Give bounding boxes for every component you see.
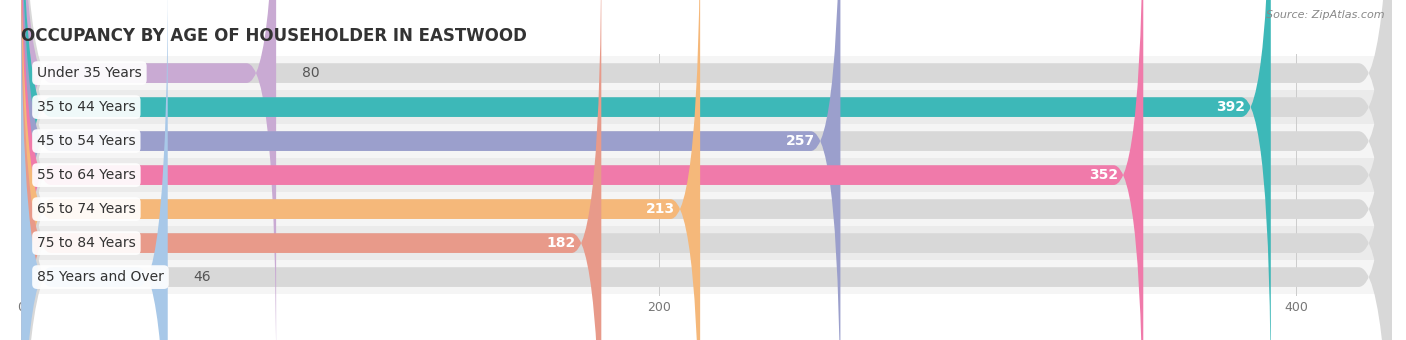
Bar — [21, 158, 1392, 192]
FancyBboxPatch shape — [21, 0, 1392, 340]
FancyBboxPatch shape — [21, 0, 1392, 340]
Text: 35 to 44 Years: 35 to 44 Years — [37, 100, 135, 114]
Bar — [21, 56, 1392, 90]
Text: 55 to 64 Years: 55 to 64 Years — [37, 168, 136, 182]
FancyBboxPatch shape — [21, 0, 700, 340]
FancyBboxPatch shape — [21, 0, 167, 340]
Text: 352: 352 — [1088, 168, 1118, 182]
FancyBboxPatch shape — [21, 0, 1392, 340]
Text: Source: ZipAtlas.com: Source: ZipAtlas.com — [1267, 10, 1385, 20]
Text: 80: 80 — [302, 66, 319, 80]
Bar — [21, 124, 1392, 158]
FancyBboxPatch shape — [21, 0, 1392, 340]
Bar — [21, 226, 1392, 260]
Bar — [21, 260, 1392, 294]
Text: 182: 182 — [547, 236, 576, 250]
Text: 257: 257 — [786, 134, 815, 148]
Text: Under 35 Years: Under 35 Years — [37, 66, 142, 80]
FancyBboxPatch shape — [21, 0, 841, 340]
FancyBboxPatch shape — [21, 0, 1392, 340]
FancyBboxPatch shape — [21, 0, 1392, 340]
Text: 65 to 74 Years: 65 to 74 Years — [37, 202, 136, 216]
Text: 46: 46 — [193, 270, 211, 284]
Bar — [21, 90, 1392, 124]
Text: OCCUPANCY BY AGE OF HOUSEHOLDER IN EASTWOOD: OCCUPANCY BY AGE OF HOUSEHOLDER IN EASTW… — [21, 27, 527, 45]
Text: 75 to 84 Years: 75 to 84 Years — [37, 236, 136, 250]
Bar — [21, 192, 1392, 226]
FancyBboxPatch shape — [21, 0, 1271, 340]
FancyBboxPatch shape — [21, 0, 276, 340]
FancyBboxPatch shape — [21, 0, 1392, 340]
Text: 392: 392 — [1216, 100, 1246, 114]
FancyBboxPatch shape — [21, 0, 1143, 340]
Text: 213: 213 — [645, 202, 675, 216]
Text: 85 Years and Over: 85 Years and Over — [37, 270, 165, 284]
FancyBboxPatch shape — [21, 0, 602, 340]
Text: 45 to 54 Years: 45 to 54 Years — [37, 134, 135, 148]
